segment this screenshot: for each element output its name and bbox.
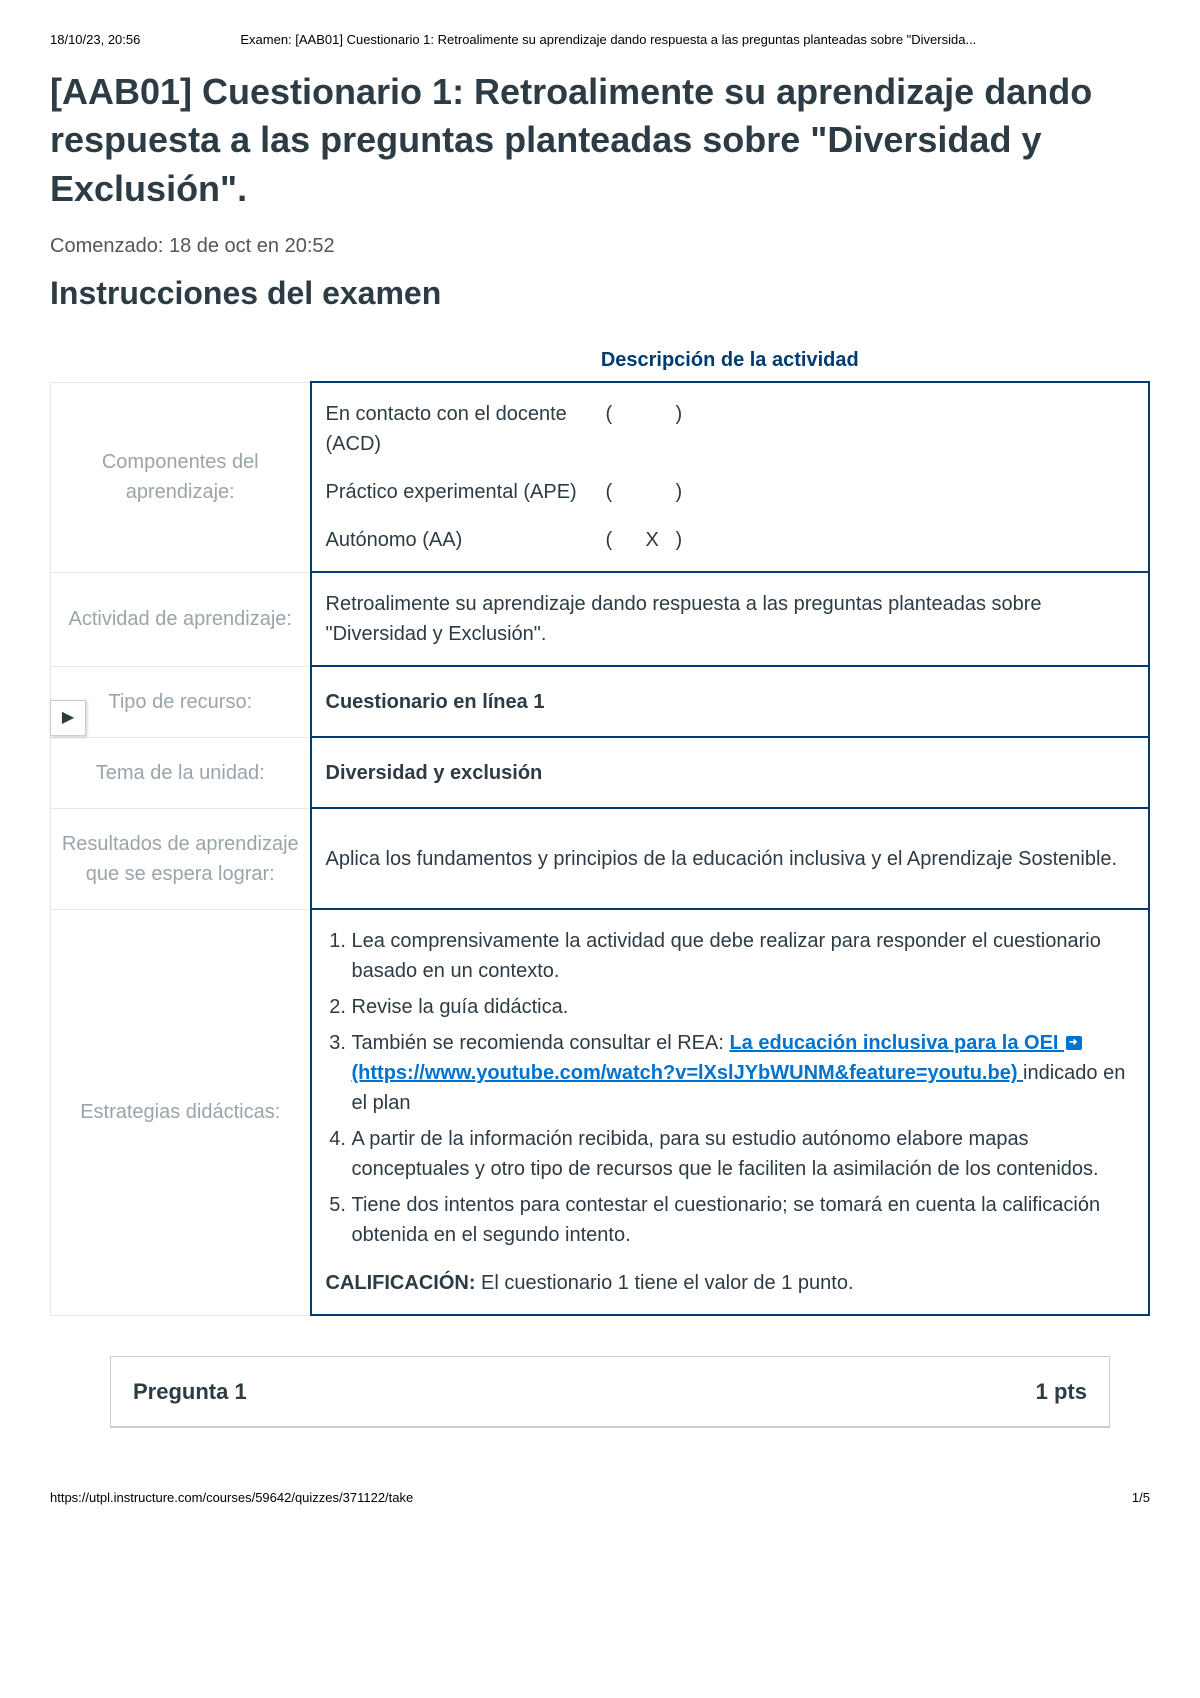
page-title: [AAB01] Cuestionario 1: Retroalimente su…: [50, 68, 1150, 214]
strategy-item-3: También se recomienda consultar el REA: …: [352, 1028, 1135, 1118]
calificacion-text: El cuestionario 1 tiene el valor de 1 pu…: [475, 1272, 853, 1294]
paren-close: ): [676, 525, 696, 555]
activity-desc-header: Descripción de la actividad: [311, 329, 1150, 382]
row-value-components: En contacto con el docente (ACD) ( ) Prá…: [311, 382, 1150, 572]
row-value-results: Aplica los fundamentos y principios de l…: [311, 808, 1150, 909]
calificacion-label: CALIFICACIÓN:: [326, 1272, 476, 1294]
strategy-item-2: Revise la guía didáctica.: [352, 992, 1135, 1022]
question-1-block: Pregunta 1 1 pts: [110, 1356, 1110, 1428]
question-header: Pregunta 1 1 pts: [111, 1357, 1109, 1427]
print-datetime: 18/10/23, 20:56: [50, 30, 140, 50]
row-label-resource: Tipo de recurso:: [51, 666, 311, 737]
chevron-right-icon: ▶: [62, 706, 74, 730]
component-mark-0: [646, 399, 676, 459]
print-header: 18/10/23, 20:56 Examen: [AAB01] Cuestion…: [50, 30, 1150, 50]
row-label-strategies: Estrategias didácticas:: [51, 909, 311, 1315]
rea-link-text: La educación inclusiva para la OEI: [729, 1032, 1058, 1054]
expand-sidebar-button[interactable]: ▶: [50, 700, 86, 736]
instructions-heading: Instrucciones del examen: [50, 269, 1150, 317]
activity-description-table: Descripción de la actividad Componentes …: [50, 329, 1150, 1316]
question-points: 1 pts: [1036, 1375, 1087, 1408]
rea-url-text: (https://www.youtube.com/watch?v=lXslJYb…: [352, 1062, 1024, 1084]
component-mark-2: X: [646, 525, 676, 555]
print-footer-url: https://utpl.instructure.com/courses/596…: [50, 1488, 413, 1508]
row-value-resource: Cuestionario en línea 1: [311, 666, 1150, 737]
row-label-activity: Actividad de aprendizaje:: [51, 572, 311, 666]
row-value-activity: Retroalimente su aprendizaje dando respu…: [311, 572, 1150, 666]
external-link-icon: [1066, 1036, 1082, 1050]
paren-open: (: [606, 525, 646, 555]
desc-header-spacer: [51, 329, 311, 382]
strategy-item-1: Lea comprensivamente la actividad que de…: [352, 926, 1135, 986]
paren-close: ): [676, 399, 696, 459]
question-label: Pregunta 1: [133, 1375, 247, 1408]
strategy-item-4: A partir de la información recibida, par…: [352, 1124, 1135, 1184]
row-value-unit: Diversidad y exclusión: [311, 737, 1150, 808]
print-footer: https://utpl.instructure.com/courses/596…: [50, 1488, 1150, 1508]
component-mark-1: [646, 477, 676, 507]
paren-open: (: [606, 399, 646, 459]
component-name-2: Autónomo (AA): [326, 525, 606, 555]
print-footer-page: 1/5: [1132, 1488, 1150, 1508]
component-name-1: Práctico experimental (APE): [326, 477, 606, 507]
calificacion-line: CALIFICACIÓN: El cuestionario 1 tiene el…: [326, 1268, 1135, 1298]
paren-close: ): [676, 477, 696, 507]
strategy-item-5: Tiene dos intentos para contestar el cue…: [352, 1190, 1135, 1250]
started-label: Comenzado: 18 de oct en 20:52: [50, 231, 1150, 261]
paren-open: (: [606, 477, 646, 507]
row-label-unit: Tema de la unidad:: [51, 737, 311, 808]
component-name-0: En contacto con el docente (ACD): [326, 399, 606, 459]
strategy3-prefix: También se recomienda consultar el REA:: [352, 1032, 730, 1054]
row-label-components: Componentes del aprendizaje:: [51, 382, 311, 572]
print-doc-title: Examen: [AAB01] Cuestionario 1: Retroali…: [140, 30, 1150, 50]
row-label-results: Resultados de aprendizaje que se espera …: [51, 808, 311, 909]
row-value-strategies: Lea comprensivamente la actividad que de…: [311, 909, 1150, 1315]
